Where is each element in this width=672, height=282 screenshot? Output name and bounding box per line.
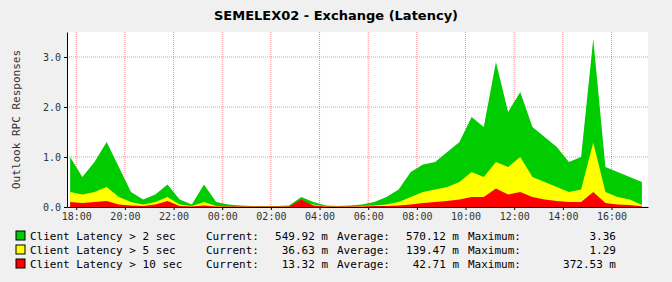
tick: 2.0: [43, 102, 67, 113]
legend-stat-value: 549.92 m: [275, 230, 328, 243]
background: [0, 0, 672, 282]
tick-label: 10:00: [451, 211, 481, 222]
tick-mark: [222, 207, 223, 210]
tick-label: 16:00: [597, 211, 627, 222]
legend-swatch: [16, 259, 25, 268]
tick-mark: [64, 107, 67, 108]
tick: 20:00: [110, 207, 140, 222]
tick: 3.0: [43, 52, 67, 63]
legend-stat-value: 13.32 m: [282, 258, 329, 271]
legend-stat-label: Current:: [206, 258, 259, 271]
legend-stat-value: 3.36: [590, 230, 617, 243]
legend-swatch: [16, 245, 25, 254]
grid-line: [67, 57, 648, 58]
tick-mark: [417, 207, 418, 210]
grid-line: [270, 32, 271, 207]
tick: 14:00: [548, 207, 578, 222]
legend-stat-value: 42.71 m: [413, 258, 460, 271]
tick-mark: [64, 57, 67, 58]
y-axis-title: Outlook RPC Responses: [10, 50, 23, 189]
grid-line: [368, 32, 369, 207]
tick-mark: [125, 207, 126, 210]
axis-line: [68, 207, 649, 208]
legend-stat-label: Average:: [337, 258, 390, 271]
chart: 18:00 20:00 22:00 00:00 02:00 04:00 06:00 08:00…: [0, 0, 672, 282]
tick: 12:00: [500, 207, 530, 222]
tick-mark: [64, 157, 67, 158]
legend-stat-label: Current:: [206, 244, 259, 257]
legend-stat-value: 1.29: [590, 244, 617, 257]
tick-label: 3.0: [43, 52, 61, 63]
grid-line: [67, 107, 648, 108]
legend-stat-label: Average:: [337, 244, 390, 257]
tick: 00:00: [208, 207, 238, 222]
legend-label: Client Latency > 10 sec: [30, 258, 182, 271]
tick: 04:00: [305, 207, 335, 222]
legend-stat-label: Current:: [206, 230, 259, 243]
legend-stat-value: 570.12 m: [406, 230, 459, 243]
grid-line: [319, 32, 320, 207]
tick-label: 0.0: [43, 202, 61, 213]
tick-label: 08:00: [402, 211, 432, 222]
tick-label: 2.0: [43, 102, 61, 113]
grid: [67, 32, 648, 207]
tick-mark: [76, 207, 77, 210]
tick: 18:00: [62, 207, 92, 222]
area: [70, 143, 642, 208]
tick: 06:00: [354, 207, 384, 222]
tick-label: 06:00: [354, 211, 384, 222]
tick-mark: [612, 207, 613, 210]
tick: 1.0: [43, 152, 67, 163]
tick: 0.0: [43, 202, 67, 213]
legend: Client Latency > 2 sec Current: 549.92 m Av…: [16, 230, 616, 271]
legend-label: Client Latency > 5 sec: [30, 244, 176, 257]
tick-label: 00:00: [208, 211, 238, 222]
legend-swatch: [16, 231, 25, 240]
legend-stat-value: 36.63 m: [282, 244, 329, 257]
legend-stat-label: Average:: [337, 230, 390, 243]
tick: 08:00: [402, 207, 432, 222]
tick: 02:00: [256, 207, 286, 222]
x-axis: 18:00 20:00 22:00 00:00 02:00 04:00 06:00 08:00…: [62, 207, 649, 222]
plot-background: [67, 32, 648, 207]
legend-stat-label: Maximum:: [468, 258, 521, 271]
legend-stat-value: 372.53 m: [563, 258, 616, 271]
area: [70, 189, 642, 208]
tick: 22:00: [159, 207, 189, 222]
tick-mark: [271, 207, 272, 210]
tick-label: 20:00: [110, 211, 140, 222]
tick-mark: [368, 207, 369, 210]
tick-label: 1.0: [43, 152, 61, 163]
legend-stat-label: Maximum:: [468, 244, 521, 257]
area: [70, 39, 642, 207]
grid-line: [173, 32, 174, 207]
tick-mark: [563, 207, 564, 210]
tick-label: 02:00: [256, 211, 286, 222]
axis-line: [67, 33, 68, 208]
plot-area: [70, 39, 642, 207]
legend-stat-value: 139.47 m: [406, 244, 459, 257]
tick-mark: [64, 207, 67, 208]
legend-label: Client Latency > 2 sec: [30, 230, 176, 243]
tick-label: 12:00: [500, 211, 530, 222]
tick-label: 14:00: [548, 211, 578, 222]
legend-stat-label: Maximum:: [468, 230, 521, 243]
title: SEMELEX02 - Exchange (Latency): [214, 8, 458, 23]
tick-label: 22:00: [159, 211, 189, 222]
tick: 16:00: [597, 207, 627, 222]
tick-mark: [514, 207, 515, 210]
tick-mark: [174, 207, 175, 210]
grid-line: [222, 32, 223, 207]
tick-mark: [320, 207, 321, 210]
tick-mark: [466, 207, 467, 210]
tick: 10:00: [451, 207, 481, 222]
tick-label: 18:00: [62, 211, 92, 222]
y-axis: 0.0 1.0 2.0 3.0: [43, 33, 68, 213]
tick-label: 04:00: [305, 211, 335, 222]
